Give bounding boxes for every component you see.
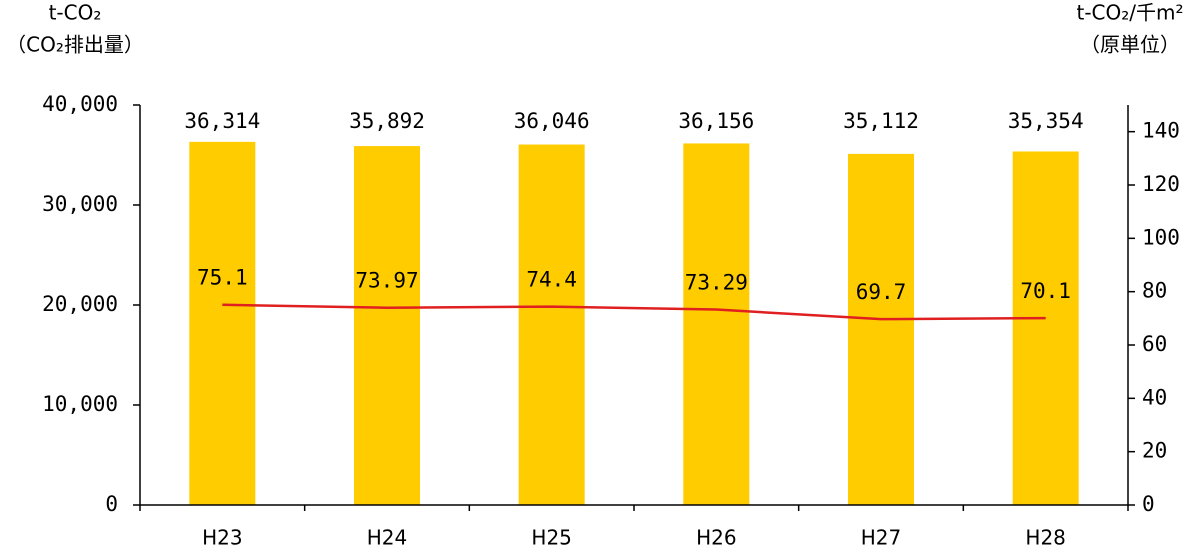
y-tick-label: 20,000	[42, 292, 118, 316]
bar-value-label: 36,156	[678, 109, 754, 133]
y-axis-title: （CO₂排出量）	[6, 33, 144, 57]
x-tick-label: H28	[1025, 526, 1066, 550]
line-value-label: 70.1	[1020, 279, 1071, 303]
y-tick-label: 30,000	[42, 192, 118, 216]
bar-value-label: 35,112	[843, 109, 919, 133]
line-value-label: 69.7	[856, 280, 907, 304]
y2-tick-label: 100	[1142, 225, 1180, 249]
x-tick-label: H24	[367, 526, 408, 550]
bar-value-label: 35,354	[1008, 109, 1084, 133]
bar-value-label: 35,892	[349, 109, 425, 133]
y2-axis-title: （原単位）	[1080, 33, 1180, 57]
bar	[518, 144, 585, 506]
x-tick-label: H23	[202, 526, 243, 550]
bar	[1012, 151, 1079, 505]
y-tick-label: 0	[105, 492, 118, 516]
y-tick-label: 40,000	[42, 92, 118, 116]
y2-tick-label: 120	[1142, 172, 1180, 196]
bar	[848, 153, 914, 505]
y2-tick-label: 140	[1142, 119, 1180, 143]
x-tick-label: H26	[696, 526, 737, 550]
x-tick-label: H27	[861, 526, 902, 550]
line-value-label: 73.29	[685, 271, 748, 295]
bar	[683, 143, 750, 505]
y2-tick-label: 80	[1142, 279, 1167, 303]
y2-axis-title: t-CO₂/千m²	[1076, 1, 1183, 25]
bar-value-label: 36,314	[184, 109, 260, 133]
line-value-label: 73.97	[355, 269, 418, 293]
y2-tick-label: 0	[1142, 492, 1155, 516]
y-axis-title: t-CO₂	[49, 1, 102, 25]
line-value-label: 75.1	[197, 266, 248, 290]
y2-tick-label: 40	[1142, 385, 1167, 409]
bar	[354, 146, 420, 505]
line-value-label: 74.4	[526, 268, 577, 292]
y-tick-label: 10,000	[42, 392, 118, 416]
y2-tick-label: 60	[1142, 332, 1167, 356]
bar	[189, 141, 256, 506]
line	[222, 303, 1046, 321]
x-tick-label: H25	[531, 526, 572, 550]
y2-tick-label: 20	[1142, 439, 1167, 463]
bar-value-label: 36,046	[514, 109, 590, 133]
